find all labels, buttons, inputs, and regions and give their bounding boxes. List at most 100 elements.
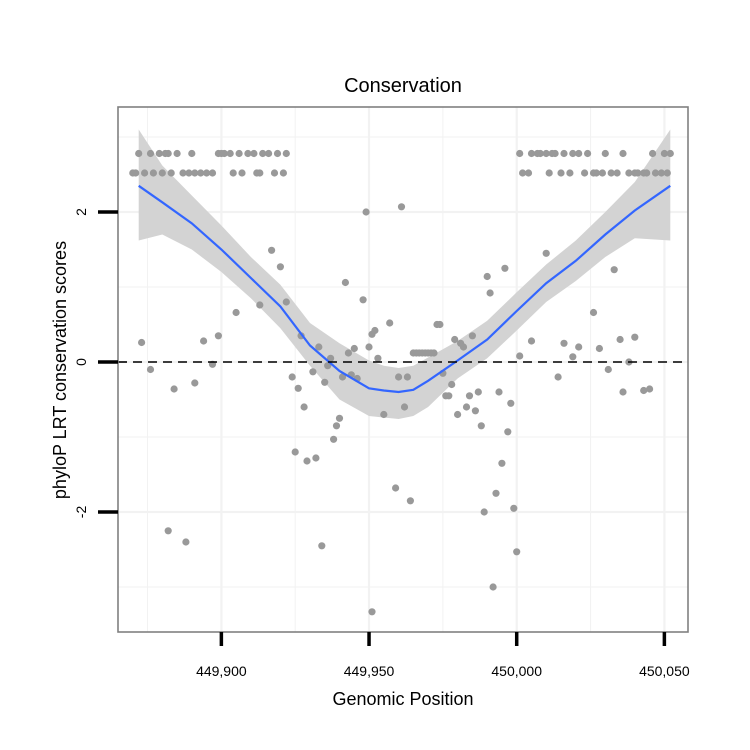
data-point — [321, 378, 329, 386]
data-point — [474, 388, 482, 396]
data-point — [504, 428, 512, 436]
x-tick-label: 450,050 — [639, 663, 690, 679]
data-point — [158, 169, 166, 177]
data-point — [501, 264, 509, 272]
data-point — [270, 169, 279, 177]
x-axis-title: Genomic Position — [332, 689, 473, 709]
data-point — [220, 149, 228, 158]
data-point — [330, 435, 338, 443]
data-point — [309, 368, 317, 376]
chart-title: Conservation — [344, 75, 462, 97]
data-point — [332, 422, 341, 430]
data-point — [651, 169, 660, 177]
data-point — [362, 208, 370, 216]
data-point — [226, 149, 234, 158]
data-point — [312, 454, 320, 462]
x-tick-label: 449,900 — [196, 663, 247, 679]
data-point — [560, 339, 568, 347]
data-point — [288, 373, 296, 381]
data-point — [513, 548, 521, 556]
data-point — [197, 169, 205, 177]
data-point — [138, 338, 146, 347]
data-point — [495, 388, 503, 396]
data-point — [229, 169, 237, 177]
data-point — [601, 149, 609, 158]
data-point — [132, 169, 140, 177]
data-point — [368, 608, 376, 616]
data-point — [350, 344, 358, 353]
data-point — [141, 169, 149, 177]
data-point — [232, 308, 240, 317]
data-point — [146, 365, 155, 374]
grid-minor — [118, 107, 688, 632]
data-point — [259, 149, 267, 158]
data-point — [551, 149, 559, 158]
data-point — [324, 362, 332, 370]
y-axis-title: phyloP LRT conservation scores — [50, 241, 70, 499]
data-point — [397, 203, 406, 211]
data-point — [575, 149, 583, 158]
data-point — [185, 169, 193, 177]
data-point — [188, 149, 196, 158]
confidence-band-area — [138, 129, 671, 419]
data-point — [554, 373, 562, 381]
data-point — [516, 352, 524, 360]
data-point — [179, 169, 187, 177]
x-axis-ticks: 449,900 449,950 450,000 450,050 — [196, 632, 690, 679]
data-point — [359, 296, 367, 304]
data-point — [545, 169, 553, 177]
data-point — [542, 149, 550, 158]
data-point — [524, 169, 533, 177]
data-point — [649, 149, 657, 158]
data-point — [666, 149, 674, 158]
data-point — [386, 319, 394, 327]
data-point — [459, 343, 468, 351]
data-point — [235, 149, 243, 158]
data-point — [371, 326, 379, 335]
data-point — [374, 354, 382, 362]
data-point — [604, 365, 612, 374]
data-point — [276, 263, 284, 271]
data-point — [489, 583, 497, 591]
data-point — [575, 343, 583, 351]
data-point — [191, 169, 199, 177]
data-point — [619, 149, 627, 158]
data-point — [557, 169, 565, 177]
data-point — [315, 343, 323, 351]
data-point — [643, 169, 651, 177]
data-point — [208, 169, 217, 177]
data-point — [640, 386, 648, 395]
data-point — [480, 508, 488, 516]
data-point — [318, 542, 326, 550]
data-point — [454, 410, 462, 419]
x-tick-label: 450,000 — [491, 663, 542, 679]
x-tick-label: 449,950 — [344, 663, 395, 679]
data-point — [631, 333, 639, 341]
data-point — [660, 149, 669, 158]
data-point — [430, 349, 438, 357]
data-point — [560, 149, 568, 158]
data-point — [200, 337, 208, 345]
data-point — [335, 414, 344, 422]
data-point — [592, 169, 601, 177]
data-point — [327, 354, 335, 362]
data-point — [527, 337, 536, 345]
data-point — [268, 246, 276, 254]
data-point — [483, 272, 491, 281]
data-point — [344, 349, 352, 357]
data-point — [273, 149, 282, 158]
data-point — [256, 169, 264, 177]
data-point — [400, 403, 409, 411]
data-point — [291, 448, 299, 456]
data-point — [646, 385, 654, 393]
data-point — [634, 169, 642, 177]
data-point — [380, 410, 388, 419]
data-point — [167, 169, 175, 177]
data-point — [616, 335, 624, 344]
data-point — [465, 392, 474, 400]
data-point — [477, 422, 485, 430]
data-point — [365, 343, 373, 351]
data-point — [448, 380, 456, 389]
data-point — [265, 149, 273, 158]
data-point — [486, 289, 494, 297]
